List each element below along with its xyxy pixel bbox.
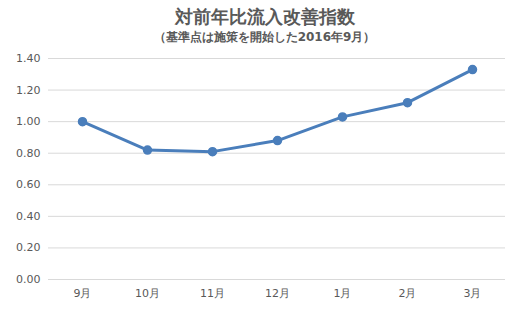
svg-text:11月: 11月 bbox=[200, 287, 225, 300]
svg-text:0.00: 0.00 bbox=[16, 273, 41, 286]
svg-text:3月: 3月 bbox=[464, 287, 482, 300]
html-text:（基準点は施策を開始した2016年9月）: （基準点は施策を開始した2016年9月） bbox=[153, 30, 376, 44]
svg-text:1.40: 1.40 bbox=[16, 52, 41, 65]
html-text:対前年比流入改善指数: 対前年比流入改善指数 bbox=[174, 6, 355, 27]
svg-text:9月: 9月 bbox=[74, 287, 92, 300]
svg-text:0.80: 0.80 bbox=[16, 147, 41, 160]
svg-text:10月: 10月 bbox=[135, 287, 160, 300]
svg-text:1.00: 1.00 bbox=[16, 115, 41, 128]
svg-text:0.20: 0.20 bbox=[16, 241, 41, 254]
svg-text:1.20: 1.20 bbox=[16, 84, 41, 97]
svg-text:2月: 2月 bbox=[399, 287, 417, 300]
svg-text:0.60: 0.60 bbox=[16, 178, 41, 191]
svg-text:0.40: 0.40 bbox=[16, 210, 41, 223]
svg-text:12月: 12月 bbox=[265, 287, 290, 300]
svg-text:1月: 1月 bbox=[334, 287, 352, 300]
